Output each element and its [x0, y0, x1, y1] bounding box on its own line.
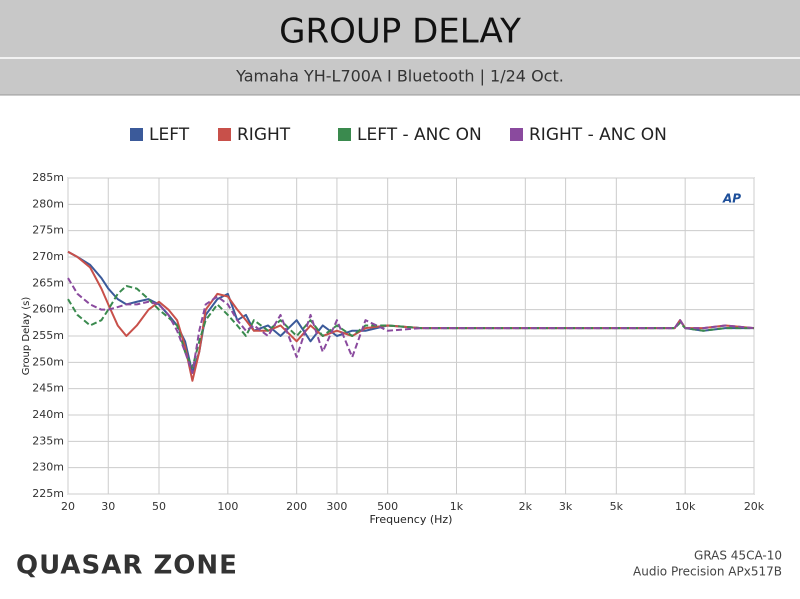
x-tick-label: 5k [610, 500, 624, 513]
x-tick-label: 2k [519, 500, 533, 513]
y-tick-label: 270m [32, 250, 64, 263]
x-axis-label: Frequency (Hz) [370, 513, 453, 526]
y-tick-label: 225m [32, 487, 64, 500]
y-tick-label: 240m [32, 408, 64, 421]
x-tick-label: 1k [450, 500, 464, 513]
footer-line: GRAS 45CA-10 [694, 549, 782, 563]
legend-label: RIGHT [237, 125, 291, 145]
legend-swatch [218, 128, 231, 141]
x-tick-label: 20 [61, 500, 75, 513]
y-tick-label: 280m [32, 197, 64, 210]
x-tick-label: 30 [101, 500, 115, 513]
x-tick-label: 3k [559, 500, 573, 513]
legend-swatch [338, 128, 351, 141]
y-tick-label: 235m [32, 434, 64, 447]
chart-subtitle: Yamaha YH-L700A I Bluetooth | 1/24 Oct. [235, 67, 564, 86]
logo: QUASAR ZONE [16, 551, 238, 581]
y-tick-label: 250m [32, 355, 64, 368]
y-tick-label: 260m [32, 303, 64, 316]
y-tick-label: 275m [32, 224, 64, 237]
series-line [67, 277, 755, 374]
x-tick-label: 100 [217, 500, 238, 513]
legend-label: RIGHT - ANC ON [529, 125, 667, 145]
x-tick-label: 20k [744, 500, 765, 513]
y-axis-label: Group Delay (s) [21, 297, 32, 376]
x-tick-label: 50 [152, 500, 166, 513]
legend-label: LEFT [149, 125, 190, 145]
header-band [0, 0, 800, 95]
x-tick-label: 200 [286, 500, 307, 513]
footer-line: Audio Precision APx517B [633, 565, 782, 579]
chart-title: GROUP DELAY [279, 12, 521, 52]
legend-swatch [510, 128, 523, 141]
y-tick-label: 255m [32, 329, 64, 342]
legend-label: LEFT - ANC ON [357, 125, 482, 145]
legend-swatch [130, 128, 143, 141]
x-tick-label: 10k [675, 500, 696, 513]
x-tick-label: 500 [377, 500, 398, 513]
y-tick-label: 285m [32, 171, 64, 184]
y-tick-label: 265m [32, 276, 64, 289]
x-tick-label: 300 [326, 500, 347, 513]
ap-badge: AP [722, 192, 741, 206]
y-tick-label: 230m [32, 461, 64, 474]
y-tick-label: 245m [32, 382, 64, 395]
